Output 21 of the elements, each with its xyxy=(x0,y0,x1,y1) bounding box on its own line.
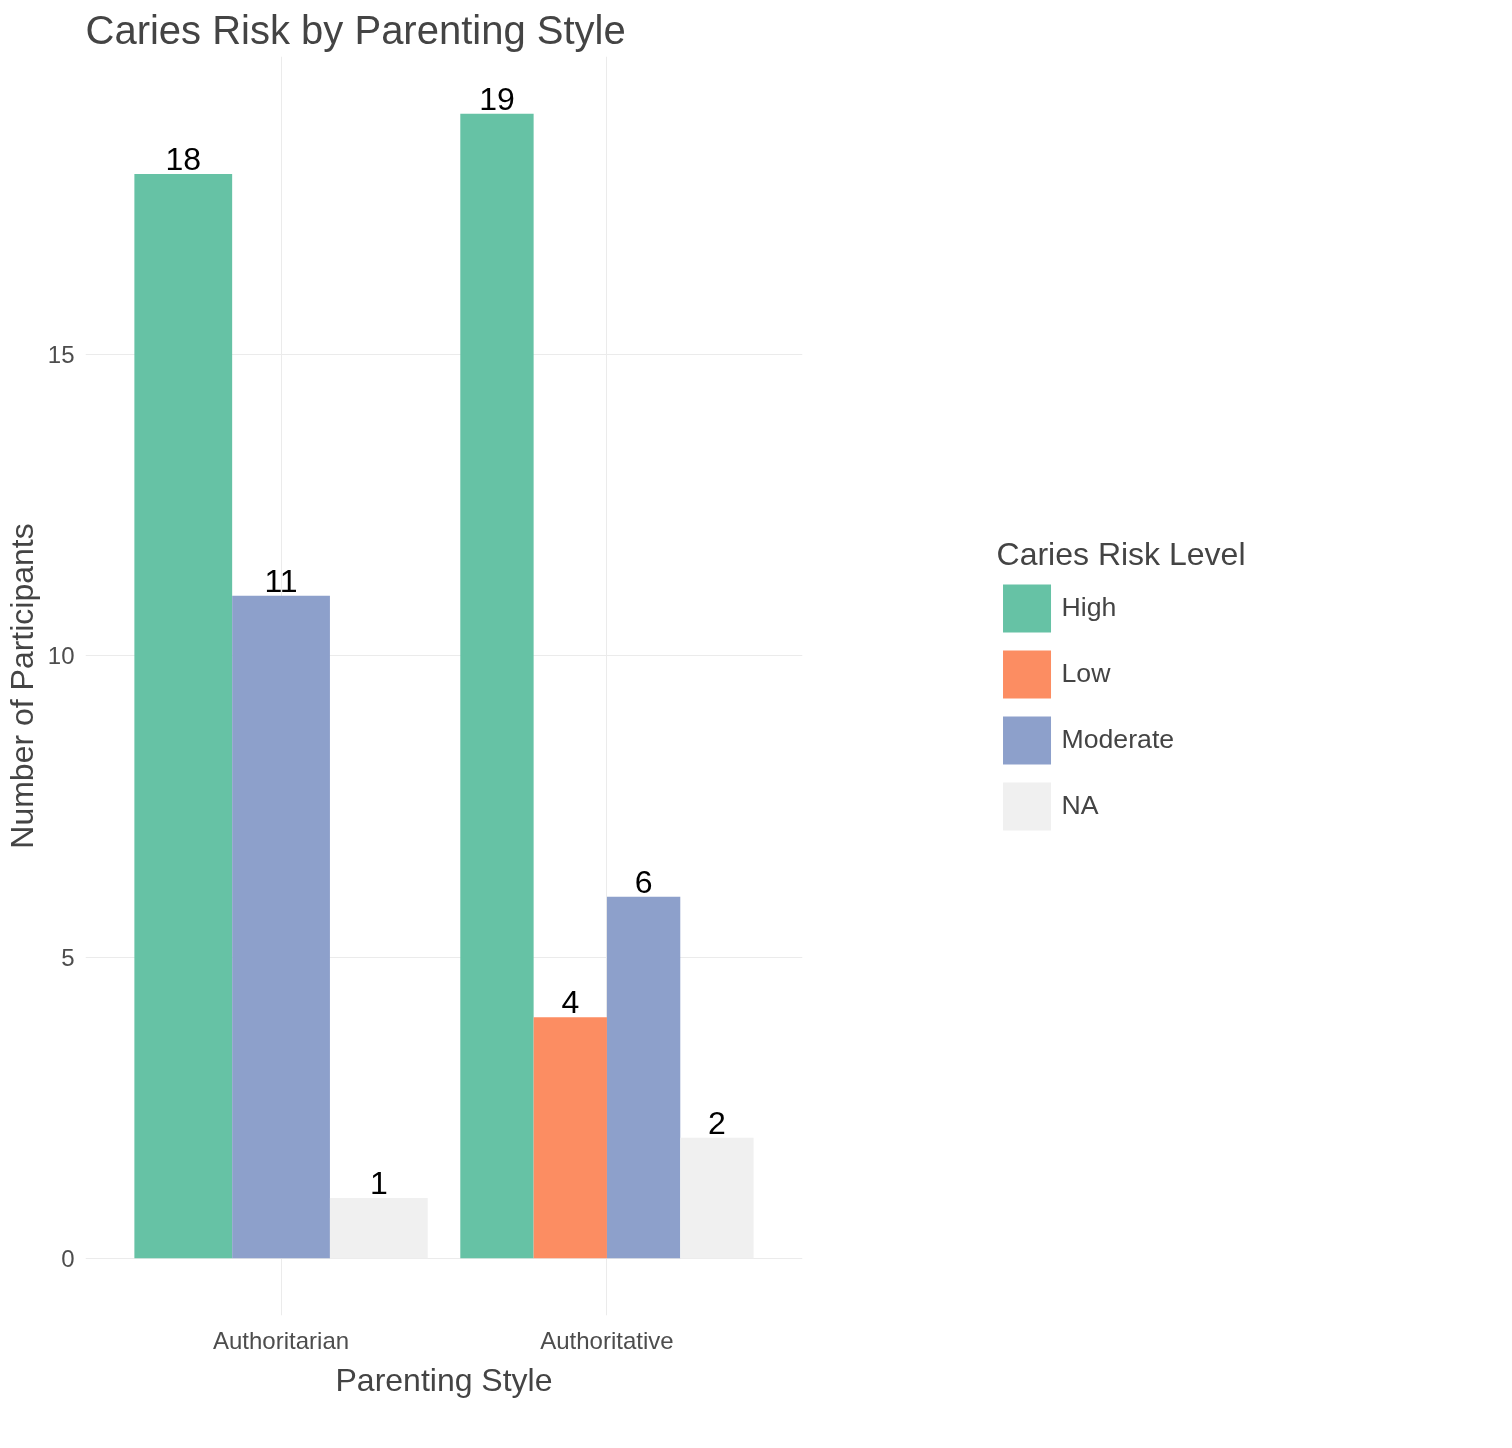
legend-label: Moderate xyxy=(1061,723,1175,756)
legend-label: High xyxy=(1061,591,1117,624)
data-label: 19 xyxy=(479,80,515,117)
chart-title: Caries Risk by Parenting Style xyxy=(85,7,626,52)
legend-title: Caries Risk Level xyxy=(996,535,1246,573)
y-axis-title: Number of Participants xyxy=(3,523,40,849)
data-label: 4 xyxy=(561,984,580,1021)
y-tick-label: 5 xyxy=(61,943,75,971)
y-tick-label: 0 xyxy=(61,1244,75,1272)
y-tick-label: 15 xyxy=(47,341,75,369)
data-label: 11 xyxy=(264,562,298,599)
data-label: 18 xyxy=(165,140,202,177)
data-label: 2 xyxy=(708,1104,726,1141)
data-label: 6 xyxy=(634,863,653,900)
data-label: 1 xyxy=(369,1165,388,1202)
y-tick-label: 10 xyxy=(47,642,75,670)
x-axis-title: Parenting Style xyxy=(335,1361,553,1398)
legend-label: NA xyxy=(1061,789,1099,822)
x-tick-label: Authoritarian xyxy=(213,1326,350,1354)
legend-label: Low xyxy=(1061,657,1111,690)
x-tick-label: Authoritative xyxy=(540,1326,674,1354)
